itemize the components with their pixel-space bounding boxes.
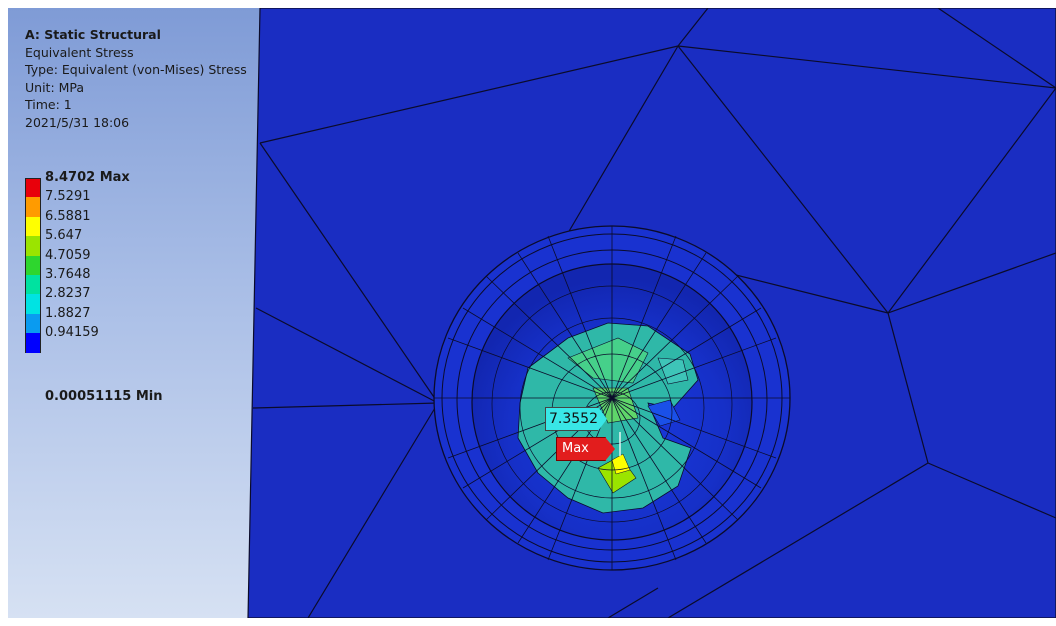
legend-min-label: 0.00051115 Min xyxy=(45,389,163,404)
max-marker[interactable]: Max xyxy=(556,437,616,461)
legend-max-label: 8.4702 Max xyxy=(45,170,130,185)
legend-swatch xyxy=(25,255,41,275)
result-name: Equivalent Stress xyxy=(25,44,134,60)
probe-label[interactable]: 7.3552 xyxy=(545,407,607,431)
max-marker-label: Max xyxy=(556,437,606,461)
legend-value: 3.7648 xyxy=(45,266,91,282)
legend-value: 1.8827 xyxy=(45,305,91,321)
result-info: A: Static Structural Equivalent Stress T… xyxy=(25,26,247,132)
legend-swatch xyxy=(25,216,41,237)
plate-mesh xyxy=(252,8,1056,618)
result-unit: Unit: MPa xyxy=(25,79,85,95)
legend-swatch xyxy=(25,236,41,256)
graphics-viewport[interactable]: A: Static Structural Equivalent Stress T… xyxy=(8,8,1056,618)
legend-value: 7.5291 xyxy=(45,189,91,205)
legend-swatch xyxy=(25,274,41,295)
legend-value: 4.7059 xyxy=(45,247,91,263)
result-type: Type: Equivalent (von-Mises) Stress xyxy=(25,62,247,78)
legend-swatch xyxy=(25,178,41,198)
legend-value: 0.94159 xyxy=(45,325,99,341)
result-date: 2021/5/31 18:06 xyxy=(25,114,130,130)
legend-swatch xyxy=(25,197,41,217)
max-marker-pointer xyxy=(605,437,615,461)
probe-value: 7.3552 xyxy=(545,407,599,431)
model-view[interactable] xyxy=(8,8,1056,618)
hole-region xyxy=(433,225,791,571)
result-time: Time: 1 xyxy=(25,97,72,113)
analysis-title: A: Static Structural xyxy=(25,27,161,42)
legend-value: 5.647 xyxy=(45,228,83,244)
legend-swatch xyxy=(25,333,41,353)
probe-pointer xyxy=(598,407,607,431)
legend-swatch xyxy=(25,313,41,334)
legend-swatch xyxy=(25,294,41,314)
legend-value: 6.5881 xyxy=(45,208,91,224)
legend-value: 2.8237 xyxy=(45,286,91,302)
